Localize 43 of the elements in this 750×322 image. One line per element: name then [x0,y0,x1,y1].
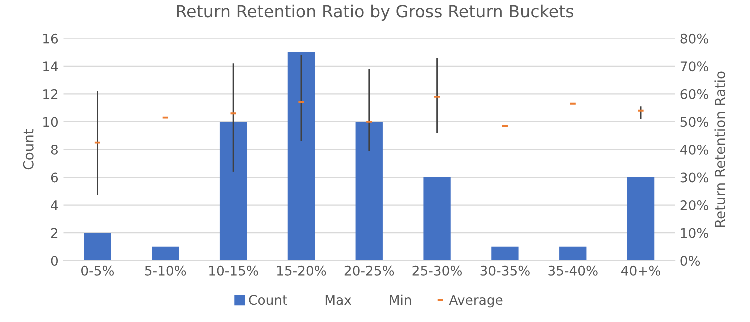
y-tick-label: 0 [51,256,58,266]
chart-title: Return Retention Ratio by Gross Return Buckets [177,4,574,21]
y-tick-label: 12 [44,89,58,100]
bar [560,246,587,261]
y2-axis-title: Return Retention Ratio [714,72,726,228]
y2-tick-label: 10% [681,228,708,238]
y2-tick-label: 50% [680,117,708,128]
y2-tick-label: 20% [680,200,708,210]
y-tick-label: 14 [44,62,58,72]
x-tick-label: 40+% [621,266,661,276]
y-tick-label: 10 [44,117,58,128]
y2-tick-label: 30% [680,172,708,183]
y2-tick-label: 0% [680,256,700,266]
y2-tick-label: 70% [680,62,708,72]
legend-label: Average [449,295,503,308]
y-tick-label: 6 [51,172,58,183]
x-tick-label: 10-15% [210,266,258,276]
x-tick-label: 0-5% [82,266,114,276]
y2-tick-label: 40% [680,144,708,155]
y2-tick-label: 80% [680,34,708,44]
x-tick-label: 35-40% [548,266,598,276]
x-tick-label: 25-30% [412,266,462,276]
bar [627,178,655,261]
x-tick-label: 30-35% [480,266,530,276]
x-tick-label: 20-25% [344,266,394,276]
bar [84,233,112,261]
bar [492,246,519,261]
x-tick-label: 5-10% [145,266,186,276]
y-tick-label: 8 [51,144,58,155]
bar [220,122,248,261]
legend-label: Count [249,295,288,306]
text: Max [326,295,352,306]
bar [424,178,451,261]
y-axis-title: Count [23,129,34,170]
x-tick-label: 15-20% [277,266,326,276]
y2-tick-label: 60% [680,89,708,100]
y-tick-label: 4 [51,200,58,210]
bar [356,122,383,261]
y-tick-label: 16 [44,34,58,44]
y-tick-label: 2 [51,228,58,238]
bar [288,52,316,261]
bar [152,246,180,261]
text: Min [390,294,412,305]
